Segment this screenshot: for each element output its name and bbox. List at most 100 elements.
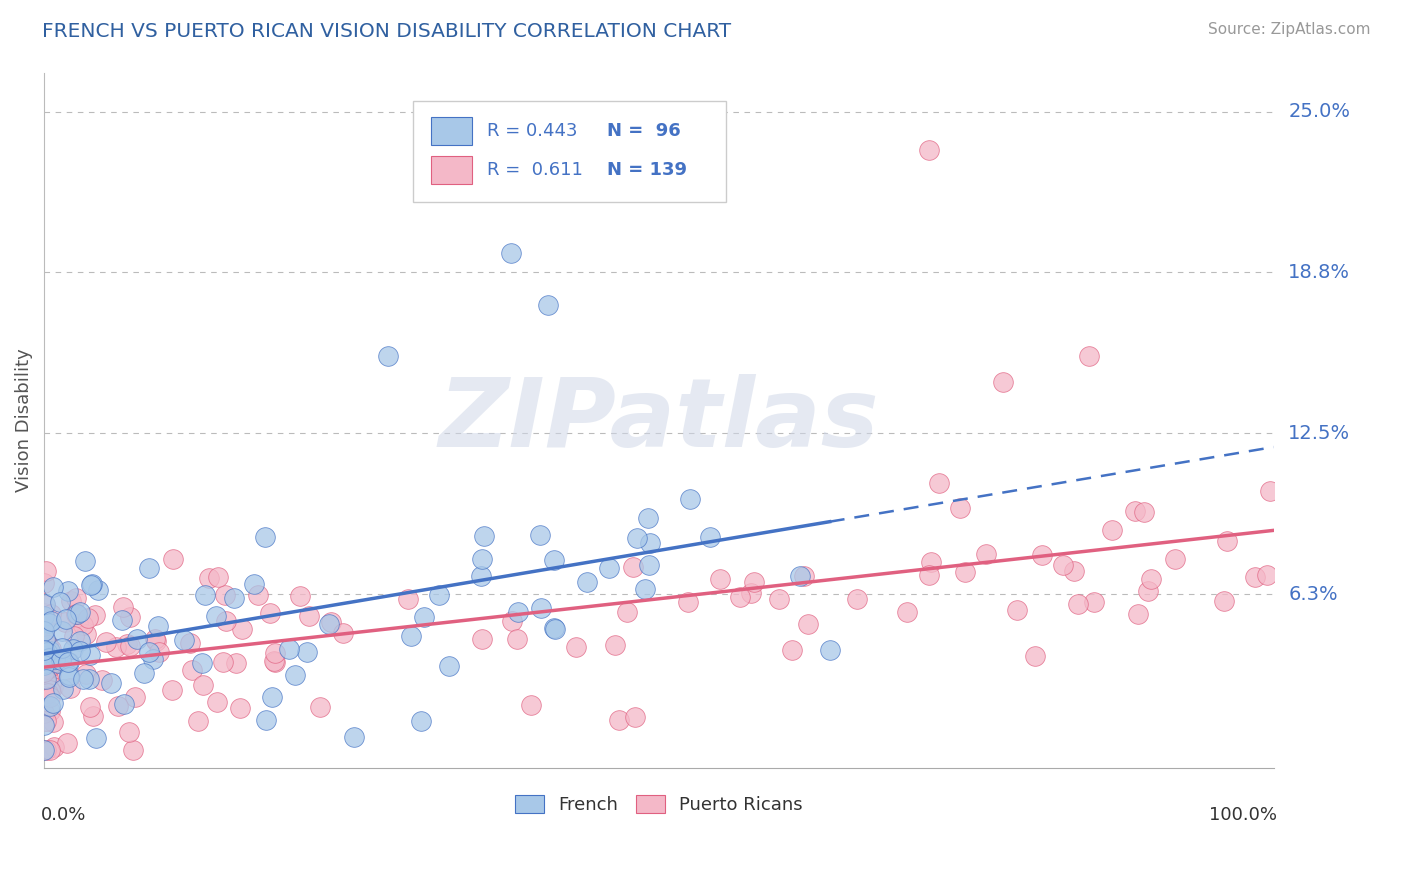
Point: [39, 660, 62, 674]
Text: 18.8%: 18.8%: [1288, 263, 1350, 282]
Point: [793, 569, 815, 583]
Point: [780, 643, 803, 657]
Point: [1136, 584, 1159, 599]
Point: [39, 667, 62, 681]
Text: R =  0.611: R = 0.611: [486, 161, 582, 179]
Point: [254, 713, 277, 727]
Point: [44, 652, 66, 666]
Point: [132, 665, 155, 680]
Point: [100, 676, 122, 690]
Point: [79, 648, 101, 663]
Text: 25.0%: 25.0%: [1288, 102, 1350, 121]
Point: [543, 553, 565, 567]
Point: [742, 574, 765, 589]
Point: [69, 633, 91, 648]
Point: [1123, 504, 1146, 518]
Point: [69, 605, 91, 619]
Point: [565, 640, 588, 654]
Point: [32, 665, 55, 680]
Point: [146, 618, 169, 632]
Point: [94, 635, 117, 649]
Point: [505, 632, 527, 646]
Point: [37, 686, 59, 700]
Point: [1024, 648, 1046, 663]
Point: [211, 655, 233, 669]
Point: [263, 654, 285, 668]
Point: [118, 724, 141, 739]
Point: [39, 654, 62, 668]
Point: [194, 588, 217, 602]
Point: [38, 690, 60, 705]
Point: [58, 670, 80, 684]
Point: [35, 672, 58, 686]
Point: [46, 656, 69, 670]
Point: [709, 572, 731, 586]
Point: [87, 582, 110, 597]
Point: [896, 606, 918, 620]
Point: [1212, 594, 1234, 608]
Point: [66, 616, 89, 631]
Point: [34, 632, 56, 646]
Point: [82, 709, 104, 723]
Point: [529, 528, 551, 542]
Point: [34, 598, 56, 612]
Point: [49, 595, 72, 609]
Point: [58, 667, 80, 681]
Point: [39, 644, 62, 658]
Point: [162, 552, 184, 566]
Point: [72, 672, 94, 686]
Point: [32, 624, 55, 639]
Point: [472, 529, 495, 543]
Point: [263, 655, 285, 669]
Point: [62, 629, 84, 643]
Text: R = 0.443: R = 0.443: [486, 121, 578, 140]
Point: [83, 608, 105, 623]
Point: [35, 565, 58, 579]
Point: [624, 710, 647, 724]
Point: [145, 634, 167, 648]
Point: [65, 607, 87, 621]
Point: [34, 636, 56, 650]
Point: [34, 597, 56, 611]
Point: [32, 624, 55, 639]
Point: [120, 610, 142, 624]
Point: [953, 566, 976, 580]
Point: [1052, 558, 1074, 572]
Point: [34, 633, 56, 648]
Point: [616, 605, 638, 619]
Point: [38, 651, 60, 665]
Point: [471, 552, 494, 566]
Point: [73, 554, 96, 568]
Point: [32, 717, 55, 731]
Point: [621, 559, 644, 574]
Point: [72, 617, 94, 632]
Point: [1067, 597, 1090, 611]
Point: [637, 511, 659, 525]
Point: [112, 600, 135, 615]
Point: [51, 653, 73, 667]
Point: [37, 639, 59, 653]
Point: [398, 591, 420, 606]
Point: [1163, 552, 1185, 566]
Point: [45, 655, 67, 669]
Point: [120, 639, 142, 653]
Text: ZIPatlas: ZIPatlas: [439, 374, 879, 467]
Point: [991, 375, 1014, 389]
Point: [179, 636, 201, 650]
Point: [845, 592, 868, 607]
Point: [79, 700, 101, 714]
Point: [501, 246, 523, 260]
Point: [112, 698, 135, 712]
Point: [58, 656, 80, 670]
Point: [42, 696, 65, 710]
Point: [39, 698, 62, 713]
Point: [740, 586, 762, 600]
Point: [508, 605, 530, 619]
Point: [55, 615, 77, 630]
Point: [38, 615, 60, 630]
FancyBboxPatch shape: [413, 101, 727, 202]
Point: [214, 615, 236, 629]
Point: [65, 591, 87, 606]
Point: [470, 569, 492, 583]
Legend: French, Puerto Ricans: French, Puerto Ricans: [508, 788, 810, 822]
